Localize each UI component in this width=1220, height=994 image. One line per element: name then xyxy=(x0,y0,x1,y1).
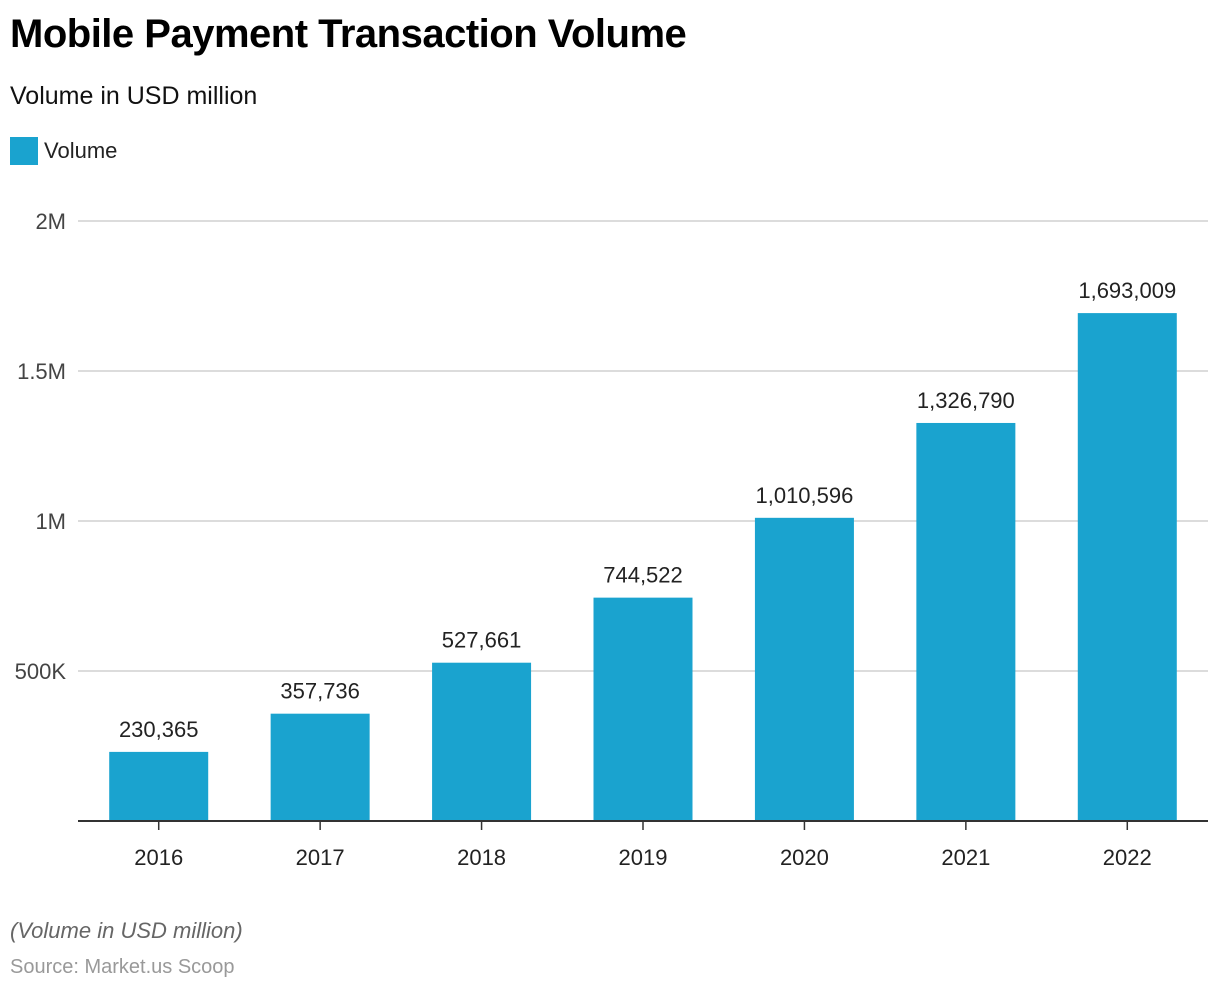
data-label: 230,365 xyxy=(119,717,199,742)
x-tick-label: 2017 xyxy=(296,845,345,870)
y-tick-label: 2M xyxy=(35,209,66,234)
y-tick-label: 500K xyxy=(15,659,67,684)
bar xyxy=(754,517,854,821)
x-tick-label: 2020 xyxy=(780,845,829,870)
data-label: 527,661 xyxy=(442,628,522,653)
x-tick-label: 2019 xyxy=(619,845,668,870)
source-note: Source: Market.us Scoop xyxy=(10,956,235,978)
bar xyxy=(109,751,209,821)
y-tick-label: 1M xyxy=(35,509,66,534)
data-label: 1,326,790 xyxy=(917,388,1015,413)
bar xyxy=(1077,313,1177,821)
x-tick-label: 2018 xyxy=(457,845,506,870)
bar xyxy=(916,422,1016,821)
bar xyxy=(432,662,532,821)
x-tick-label: 2021 xyxy=(941,845,990,870)
y-tick-label: 1.5M xyxy=(17,359,66,384)
x-tick-label: 2022 xyxy=(1103,845,1152,870)
bar xyxy=(270,713,370,821)
data-label: 1,693,009 xyxy=(1078,278,1176,303)
data-label: 744,522 xyxy=(603,563,683,588)
chart-title: Mobile Payment Transaction Volume xyxy=(10,12,687,56)
data-label: 1,010,596 xyxy=(755,483,853,508)
x-tick-label: 2016 xyxy=(134,845,183,870)
chart-subtitle: Volume in USD million xyxy=(10,82,258,110)
legend: Volume xyxy=(10,136,117,166)
legend-swatch xyxy=(10,137,38,165)
bar-chart: 500K 1M 1.5M 2M 230,365 2016 357,736 2017 527,66… xyxy=(15,209,1208,870)
footnote: (Volume in USD million) xyxy=(10,918,243,943)
data-label: 357,736 xyxy=(280,679,360,704)
bar xyxy=(593,597,693,821)
legend-label: Volume xyxy=(44,138,118,163)
